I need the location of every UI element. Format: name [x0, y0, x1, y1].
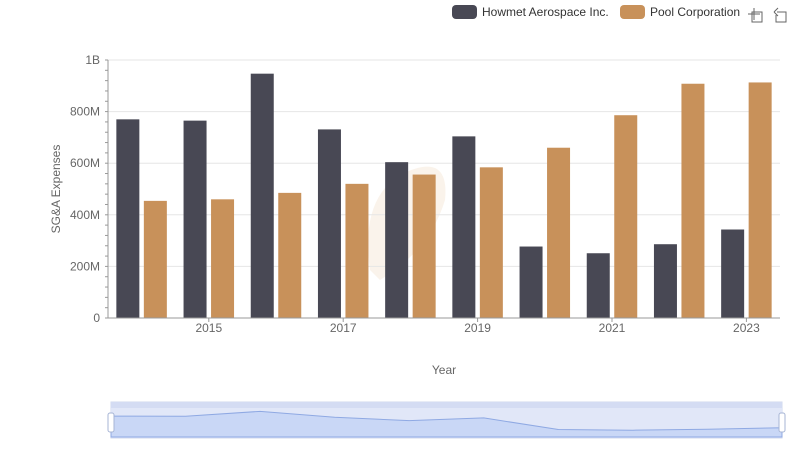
x-tick-label: 2021: [599, 321, 626, 335]
bar-howmet-aerospace-inc--2022[interactable]: [653, 244, 677, 318]
bar-howmet-aerospace-inc--2021[interactable]: [586, 253, 610, 318]
bar-pool-corporation-2020[interactable]: [547, 147, 571, 318]
zoom-slider-top-bar[interactable]: [111, 402, 782, 408]
bar-pool-corporation-2019[interactable]: [479, 167, 503, 318]
zoom-slider[interactable]: [107, 401, 786, 439]
axes: [107, 60, 780, 319]
bar-pool-corporation-2016[interactable]: [278, 192, 302, 318]
bar-pool-corporation-2017[interactable]: [345, 183, 369, 318]
y-tick-label: 0: [93, 311, 100, 325]
zoom-icon[interactable]: [748, 8, 763, 23]
bar-pool-corporation-2018[interactable]: [412, 174, 436, 318]
bar-pool-corporation-2021[interactable]: [614, 115, 638, 318]
legend[interactable]: Howmet Aerospace Inc. Pool Corporation: [452, 5, 740, 19]
x-axis-ticks: 2015 2017 2019 2021 2023: [195, 318, 760, 335]
bar-howmet-aerospace-inc--2015[interactable]: [183, 120, 207, 318]
legend-label: Howmet Aerospace Inc.: [482, 5, 609, 19]
zoom-slider-right-handle[interactable]: [778, 412, 786, 433]
legend-swatch: [620, 5, 645, 19]
y-tick-label: 800M: [70, 105, 100, 119]
bar-howmet-aerospace-inc--2016[interactable]: [250, 73, 274, 318]
y-tick-label: 600M: [70, 156, 100, 170]
legend-item-howmet-aerospace-inc-[interactable]: Howmet Aerospace Inc.: [452, 5, 609, 19]
bar-howmet-aerospace-inc--2018[interactable]: [385, 162, 409, 318]
x-tick-label: 2019: [464, 321, 491, 335]
bar-howmet-aerospace-inc--2014[interactable]: [116, 119, 140, 318]
zoom-slider-left-handle[interactable]: [107, 412, 115, 433]
legend-label: Pool Corporation: [650, 5, 740, 19]
x-axis-title: Year: [432, 363, 456, 377]
y-tick-label: 200M: [70, 259, 100, 273]
bar-howmet-aerospace-inc--2017[interactable]: [317, 129, 341, 318]
bar-howmet-aerospace-inc--2020[interactable]: [519, 246, 543, 318]
y-axis-ticks: 0 200M 400M 600M 800M 1B: [70, 53, 108, 325]
bar-pool-corporation-2023[interactable]: [748, 82, 772, 318]
bars: [116, 73, 772, 319]
legend-item-pool-corporation[interactable]: Pool Corporation: [620, 5, 740, 19]
bar-howmet-aerospace-inc--2023[interactable]: [721, 229, 745, 318]
y-tick-label: 1B: [85, 53, 100, 67]
x-tick-label: 2017: [330, 321, 357, 335]
y-axis-title: SG&A Expenses: [49, 145, 63, 234]
bar-pool-corporation-2022[interactable]: [681, 83, 705, 319]
bar-pool-corporation-2014[interactable]: [143, 200, 167, 318]
legend-swatch: [452, 5, 477, 19]
reset-zoom-icon[interactable]: [773, 7, 787, 23]
y-tick-label: 400M: [70, 208, 100, 222]
bar-howmet-aerospace-inc--2019[interactable]: [452, 136, 476, 318]
bar-pool-corporation-2015[interactable]: [211, 199, 235, 318]
toolbar: [748, 7, 787, 23]
x-tick-label: 2015: [195, 321, 222, 335]
x-tick-label: 2023: [733, 321, 760, 335]
